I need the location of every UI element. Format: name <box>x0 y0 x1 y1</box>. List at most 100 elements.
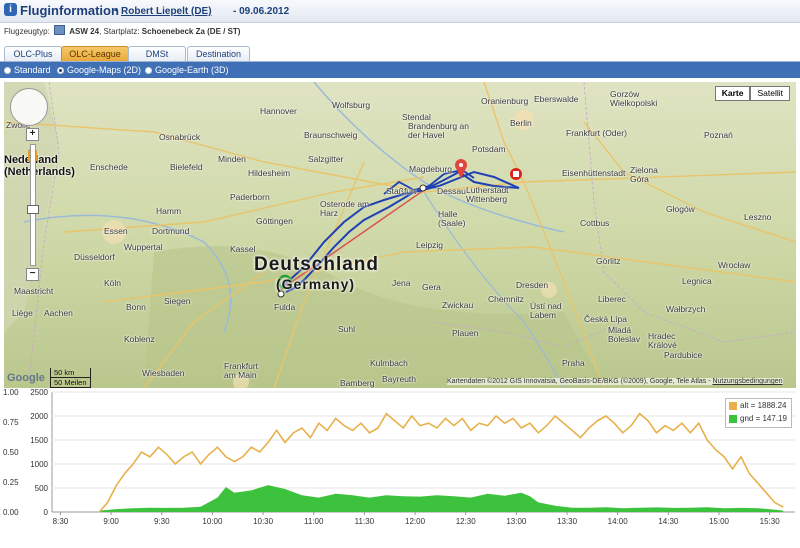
tab-olc-league[interactable]: OLC-League <box>61 46 129 61</box>
x-tick-label: 10:00 <box>202 517 223 526</box>
city-label: Leipzig <box>416 240 443 250</box>
city-label: Praha <box>562 358 585 368</box>
y-right-tick-label: 1500 <box>30 436 48 445</box>
alt-series <box>98 412 784 513</box>
city-label: Berlin <box>510 118 532 128</box>
country-label: Deutschland <box>254 254 380 275</box>
title-bar: i Fluginformation - Robert Liepelt (DE) … <box>0 0 800 23</box>
city-label: Wuppertal <box>124 242 163 252</box>
zoom-slider[interactable] <box>27 144 39 266</box>
city-label: Liège <box>12 308 33 318</box>
map-type-karte[interactable]: Karte <box>714 86 751 101</box>
city-label: Mladá Boleslav <box>608 325 641 344</box>
city-label: Wiesbaden <box>142 368 185 378</box>
city-label: Koblenz <box>124 334 155 344</box>
legend-alt: alt = 1888.24 <box>726 399 791 412</box>
city-label: Plauen <box>452 328 479 338</box>
y-left-tick-label: 0.50 <box>3 448 19 457</box>
y-right-tick-label: 500 <box>35 484 49 493</box>
mode-google-maps[interactable]: Google-Maps (2D) <box>57 65 141 75</box>
zoom-handle[interactable] <box>27 205 39 214</box>
page-title: Fluginformation <box>20 3 119 18</box>
city-label: Ústí nad Labem <box>530 301 562 320</box>
city-label: Kulmbach <box>370 358 408 368</box>
mode-standard-label: Standard <box>14 65 51 75</box>
aircraft-label: Flugzeugtyp: <box>4 27 50 36</box>
city-label: Halle (Saale) <box>438 209 466 228</box>
y-right-tick-label: 0 <box>44 508 49 517</box>
city-label: Frankfurt am Main <box>224 361 259 380</box>
country-sub-label: (Germany) <box>276 276 356 292</box>
x-tick-label: 13:30 <box>557 517 578 526</box>
pilot-link[interactable]: Robert Liepelt (DE) <box>121 6 212 17</box>
city-label: Magdeburg <box>409 164 453 174</box>
x-ticks: 8:30 9:00 9:30 10:00 10:30 11:00 11:30 12:00 12:… <box>53 512 781 526</box>
google-logo: Google <box>7 372 45 384</box>
city-label: Düsseldorf <box>74 252 115 262</box>
city-label: Leszno <box>744 212 772 222</box>
x-tick-label: 8:30 <box>53 517 69 526</box>
city-label: Eisenhüttenstadt <box>562 168 626 178</box>
x-tick-label: 14:00 <box>608 517 629 526</box>
view-mode-bar: Standard Google-Maps (2D) Google-Earth (… <box>0 62 800 78</box>
city-label: Frankfurt (Oder) <box>566 128 627 138</box>
city-label: Eberswalde <box>534 94 579 104</box>
zoom-in-button[interactable]: + <box>26 128 39 141</box>
glider-icon <box>54 25 66 35</box>
map-attribution: Kartendaten ©2012 GIS Innovatsia, GeoBas… <box>447 378 783 385</box>
legend-gnd: gnd = 147.19 <box>726 412 791 425</box>
city-label: Pardubice <box>664 350 703 360</box>
city-label: Zielona Góra <box>630 165 658 184</box>
city-label: Zwolle <box>6 120 31 130</box>
city-label: Stendal <box>402 112 431 122</box>
radio-icon <box>145 66 152 74</box>
map-scale: 50 km 50 Meilen <box>50 368 91 388</box>
city-label: Siegen <box>164 296 191 306</box>
city-label: Brandenburg an der Havel <box>408 121 469 140</box>
map-canvas <box>4 82 796 388</box>
pan-control[interactable] <box>10 88 48 126</box>
mode-google-maps-label: Google-Maps (2D) <box>67 65 142 75</box>
city-label: Gorzów Wielkopolski <box>610 89 658 108</box>
city-label: Zwickau <box>442 300 474 310</box>
x-tick-label: 12:00 <box>405 517 426 526</box>
x-tick-label: 14:30 <box>658 517 679 526</box>
y-right-tick-label: 2000 <box>30 412 48 421</box>
tab-destination[interactable]: Destination <box>187 46 250 61</box>
scale-miles: 50 Meilen <box>50 378 91 388</box>
mode-google-earth[interactable]: Google-Earth (3D) <box>145 65 229 75</box>
mode-standard[interactable]: Standard <box>4 65 51 75</box>
city-label: Braunschweig <box>304 130 358 140</box>
city-label: Hannover <box>260 106 297 116</box>
altitude-chart: 0.00 0.25 0.50 0.75 1.00 0 500 1000 1500 2000 250… <box>3 389 795 526</box>
chart-legend: alt = 1888.24 gnd = 147.19 <box>725 398 792 428</box>
city-label: Bayreuth <box>382 374 417 384</box>
city-label: Poznań <box>704 130 733 140</box>
city-label: Kassel <box>230 244 256 254</box>
city-label: Bonn <box>126 302 146 312</box>
x-tick-label: 9:30 <box>154 517 170 526</box>
terms-link[interactable]: Nutzungsbedingungen <box>712 378 783 385</box>
tab-olc-plus[interactable]: OLC-Plus <box>4 46 62 61</box>
aircraft-type: ASW 24 <box>69 27 100 36</box>
city-label: Legnica <box>682 276 712 286</box>
flight-map[interactable]: Zwolle Berlin Hannover Wolfsburg Stendal… <box>4 82 796 388</box>
mode-google-earth-label: Google-Earth (3D) <box>155 65 229 75</box>
radio-icon <box>4 66 11 74</box>
zoom-out-button[interactable]: − <box>26 268 39 281</box>
tab-dmst[interactable]: DMSt <box>128 46 186 61</box>
y-right-tick-label: 2500 <box>30 389 48 397</box>
city-label: Paderborn <box>230 192 270 202</box>
legend-swatch-gnd <box>729 414 737 423</box>
start-site: Schoenebeck Za (DE / ST) <box>141 27 241 36</box>
city-label: Hamm <box>156 206 182 216</box>
x-tick-label: 15:30 <box>760 517 781 526</box>
city-label: Salzgitter <box>308 154 344 164</box>
city-label: Staßfurt <box>386 186 417 196</box>
x-tick-label: 12:30 <box>456 517 477 526</box>
city-label: Česká Lípa <box>584 314 627 324</box>
map-type-satellit[interactable]: Satellit <box>750 86 790 101</box>
country-label-nl: Nederland (Netherlands) <box>4 154 75 178</box>
title-separator: - <box>114 5 118 16</box>
y-left-tick-label: 0.75 <box>3 418 19 427</box>
